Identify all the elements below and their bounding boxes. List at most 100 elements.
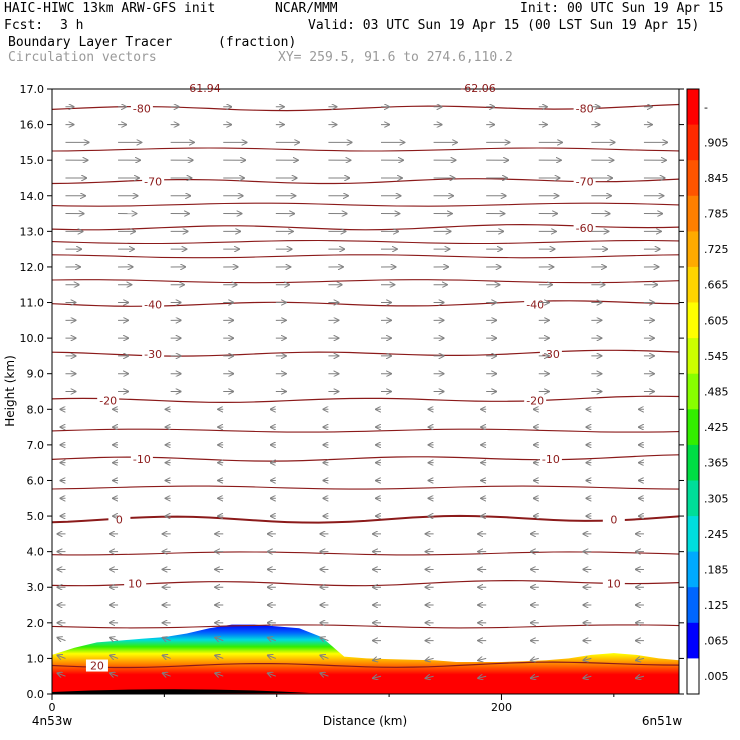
valid-time: Valid: 03 UTC Sun 19 Apr 15 (00 LST Sun … — [308, 18, 700, 33]
circulation-vector — [110, 655, 119, 658]
top-contour-label: 61.94 — [189, 82, 221, 95]
y-tick-label: 2.0 — [27, 617, 45, 630]
isotherm-label: -30 — [144, 348, 162, 361]
x-end-label: 6n51w — [642, 714, 683, 728]
circulation-vector — [583, 676, 592, 678]
isotherm-line — [52, 661, 679, 669]
isotherm-line — [52, 428, 679, 433]
y-tick-label: 12.0 — [20, 261, 45, 274]
isotherm-label: -80 — [133, 103, 151, 116]
circulation-vector — [531, 676, 539, 678]
terrain — [52, 689, 311, 694]
colorbar-label: - — [704, 101, 708, 114]
colorbar-label: .245 — [704, 528, 729, 541]
y-tick-label: 17.0 — [20, 83, 45, 96]
isotherm-line — [52, 579, 679, 587]
circulation-vector — [373, 658, 382, 660]
circulation-vector — [215, 655, 224, 658]
isotherm-line — [52, 454, 679, 462]
colorbar-label: .545 — [704, 350, 729, 363]
y-tick-label: 5.0 — [27, 510, 45, 523]
y-tick-label: 7.0 — [27, 439, 45, 452]
isotherm-label: -30 — [542, 348, 560, 361]
colorbar-swatch — [687, 373, 699, 410]
circulation-vector — [268, 638, 277, 641]
circulation-vector — [110, 638, 119, 641]
y-tick-label: 15.0 — [20, 154, 45, 167]
circulation-vector — [531, 658, 539, 660]
circulation-vector — [320, 673, 329, 676]
isotherm-label: 0 — [610, 514, 617, 527]
colorbar-label: .305 — [704, 492, 729, 505]
isotherm-label: -60 — [576, 222, 594, 235]
y-tick-label: 4.0 — [27, 546, 45, 559]
forecast-value: 3 h — [60, 18, 84, 33]
colorbar-label: .725 — [704, 243, 729, 256]
colorbar-swatch — [687, 231, 699, 268]
isotherm-label: -10 — [542, 453, 560, 466]
field-name: Boundary Layer Tracer — [8, 35, 173, 50]
circulation-vector — [426, 676, 434, 678]
colorbar-swatch — [687, 160, 699, 197]
circulation-vector — [163, 638, 171, 641]
circulation-vector — [320, 655, 329, 658]
circulation-vector — [58, 638, 66, 641]
y-tick-label: 14.0 — [20, 190, 45, 203]
xy-range: XY= 259.5, 91.6 to 274.6,110.2 — [278, 50, 513, 65]
tracer-field — [52, 624, 679, 694]
y-tick-label: 8.0 — [27, 403, 45, 416]
colorbar-swatch — [687, 302, 699, 339]
colorbar-swatch — [687, 338, 699, 375]
isotherm-label: -40 — [144, 298, 162, 311]
isotherm-label: -80 — [576, 103, 594, 116]
circulation-vector — [110, 673, 119, 676]
isotherm-line — [52, 147, 679, 152]
colorbar-swatch — [687, 124, 699, 161]
isotherm-label: -70 — [144, 176, 162, 189]
circulation-vector — [426, 658, 434, 660]
circulation-vector — [478, 658, 487, 660]
colorbar-frame — [686, 88, 700, 695]
init-time: Init: 00 UTC Sun 19 Apr 15 — [520, 1, 724, 16]
colorbar-label: .365 — [704, 457, 729, 470]
isotherm-line — [52, 624, 679, 629]
colorbar-swatch — [687, 658, 699, 695]
circulation-vector — [163, 673, 171, 676]
isotherm-line — [52, 395, 679, 404]
colorbar-swatch — [687, 444, 699, 481]
isotherm-label: 0 — [116, 514, 123, 527]
colorbar-swatch — [687, 551, 699, 588]
circulation-vector — [58, 673, 66, 676]
isotherm-label: -40 — [526, 298, 544, 311]
circulation-vector — [636, 658, 645, 660]
isotherm-label: 20 — [90, 660, 104, 673]
colorbar-label: .185 — [704, 563, 729, 576]
isotherm-label: -20 — [526, 394, 544, 407]
x-axis-title: Distance (km) — [323, 714, 407, 728]
colorbar-swatch — [687, 622, 699, 659]
circulation-vector — [58, 655, 66, 658]
plot-frame — [51, 88, 680, 695]
colorbar-label: .665 — [704, 279, 729, 292]
isotherm-line — [52, 239, 679, 245]
circulation-vector — [373, 676, 382, 678]
x-start-label: 4n53w — [32, 714, 73, 728]
circulation-vector — [320, 638, 329, 641]
isotherm-label: 10 — [607, 578, 621, 591]
isotherm-line — [52, 254, 679, 259]
y-tick-label: 10.0 — [20, 332, 45, 345]
isotherm-line — [52, 485, 679, 490]
circulation-vector — [636, 676, 645, 678]
isotherm-line — [52, 202, 679, 207]
forecast-label: Fcst: — [4, 18, 44, 33]
colorbar-label: .065 — [704, 635, 729, 648]
y-tick-label: 9.0 — [27, 368, 45, 381]
colorbar-label: .905 — [704, 136, 729, 149]
y-axis-title: Height (km) — [3, 355, 17, 426]
isotherm-label: -70 — [576, 176, 594, 189]
colorbar-label: .845 — [704, 172, 729, 185]
x-tick-label: 200 — [491, 701, 512, 714]
y-tick-label: 1.0 — [27, 652, 45, 665]
colorbar-label: .485 — [704, 386, 729, 399]
